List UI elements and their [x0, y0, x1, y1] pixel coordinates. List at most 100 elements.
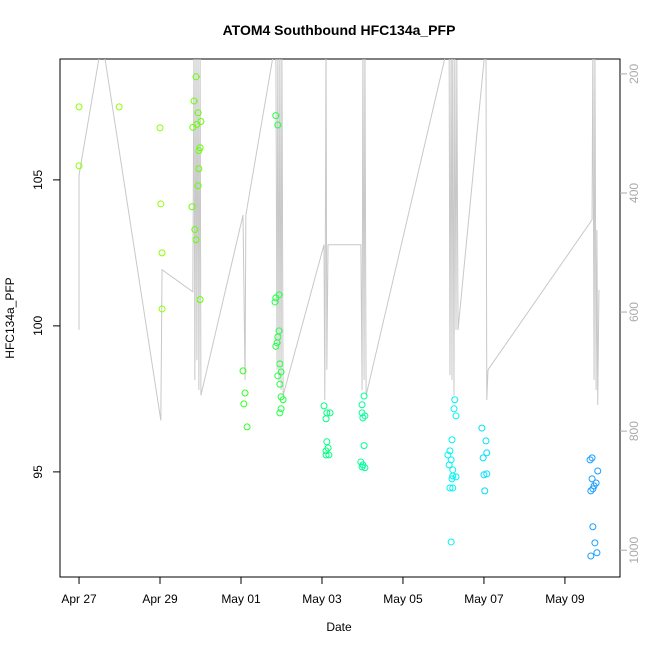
y2-tick-label: 200 — [627, 64, 641, 84]
x-tick-label: Apr 29 — [142, 592, 178, 606]
x-tick-label: May 03 — [302, 592, 342, 606]
data-point — [272, 294, 280, 302]
data-point — [361, 464, 369, 472]
y-tick-label: 95 — [31, 465, 45, 479]
plot-frame — [59, 58, 621, 578]
data-point — [446, 447, 454, 455]
y-axis-label: HFC134a_PFP — [3, 277, 17, 358]
data-point — [451, 396, 459, 404]
data-point — [449, 484, 457, 492]
data-point — [445, 461, 453, 469]
data-point — [274, 372, 282, 380]
data-point — [197, 117, 205, 125]
data-point — [444, 451, 452, 459]
y-tick-label: 105 — [31, 170, 45, 190]
x-tick-label: May 05 — [383, 592, 423, 606]
data-point — [586, 456, 594, 464]
data-point — [188, 203, 196, 211]
data-point — [277, 405, 285, 413]
data-point — [279, 396, 287, 404]
data-point — [449, 466, 457, 474]
data-point — [447, 538, 455, 546]
data-line — [78, 59, 600, 421]
data-point — [588, 475, 596, 483]
data-point — [591, 539, 599, 547]
y2-tick-label: 1000 — [627, 537, 641, 564]
data-point — [448, 436, 456, 444]
data-point — [320, 402, 328, 410]
y-tick-label: 100 — [31, 316, 45, 336]
data-point — [322, 415, 330, 423]
data-point — [325, 451, 333, 459]
data-point — [358, 401, 366, 409]
data-point — [192, 236, 200, 244]
data-point — [452, 473, 460, 481]
data-point — [239, 367, 247, 375]
y2-tick-label: 400 — [627, 183, 641, 203]
chart-title: ATOM4 Southbound HFC134a_PFP — [223, 22, 456, 38]
data-point — [276, 409, 284, 417]
data-point — [158, 305, 166, 313]
x-tick-label: Apr 27 — [61, 592, 97, 606]
data-point — [272, 342, 280, 350]
data-point — [194, 182, 202, 190]
data-point — [482, 437, 490, 445]
data-point — [193, 120, 201, 128]
x-tick-label: May 01 — [221, 592, 261, 606]
data-point — [480, 471, 488, 479]
data-point — [483, 470, 491, 478]
data-point — [449, 472, 457, 480]
data-point — [478, 424, 486, 432]
data-point — [326, 409, 334, 417]
data-point — [360, 442, 368, 450]
data-point — [450, 405, 458, 413]
data-point — [587, 487, 595, 495]
data-point — [156, 124, 164, 132]
data-point — [158, 249, 166, 257]
data-point — [589, 485, 597, 493]
data-point — [241, 389, 249, 397]
data-point — [358, 463, 366, 471]
data-point — [196, 296, 204, 304]
x-axis-label: Date — [326, 620, 352, 634]
data-point — [589, 523, 597, 531]
data-point — [360, 392, 368, 400]
data-point — [157, 200, 165, 208]
data-point — [243, 423, 251, 431]
data-point — [359, 414, 367, 422]
data-point — [323, 438, 331, 446]
data-point — [446, 484, 454, 492]
data-point — [479, 454, 487, 462]
data-point — [322, 451, 330, 459]
plot-area — [75, 59, 602, 560]
data-point — [192, 73, 200, 81]
data-point — [195, 165, 203, 173]
y2-tick-label: 600 — [627, 302, 641, 322]
data-point — [190, 97, 198, 105]
data-point — [240, 400, 248, 408]
data-point — [276, 380, 284, 388]
data-point — [194, 109, 202, 117]
data-point — [361, 412, 369, 420]
data-point — [481, 487, 489, 495]
x-tick-label: May 09 — [545, 592, 585, 606]
data-point — [272, 112, 280, 120]
data-point — [271, 298, 279, 306]
data-point — [588, 454, 596, 462]
data-point — [276, 360, 284, 368]
data-point — [273, 339, 281, 347]
data-point — [274, 333, 282, 341]
data-point — [115, 103, 123, 111]
data-point — [593, 549, 601, 557]
data-point — [189, 123, 197, 131]
data-point — [452, 412, 460, 420]
data-point — [448, 475, 456, 483]
data-point — [483, 449, 491, 457]
data-point — [195, 147, 203, 155]
x-tick-label: May 07 — [464, 592, 504, 606]
data-point — [594, 467, 602, 475]
data-point — [75, 103, 83, 111]
data-point — [191, 226, 199, 234]
data-point — [587, 552, 595, 560]
